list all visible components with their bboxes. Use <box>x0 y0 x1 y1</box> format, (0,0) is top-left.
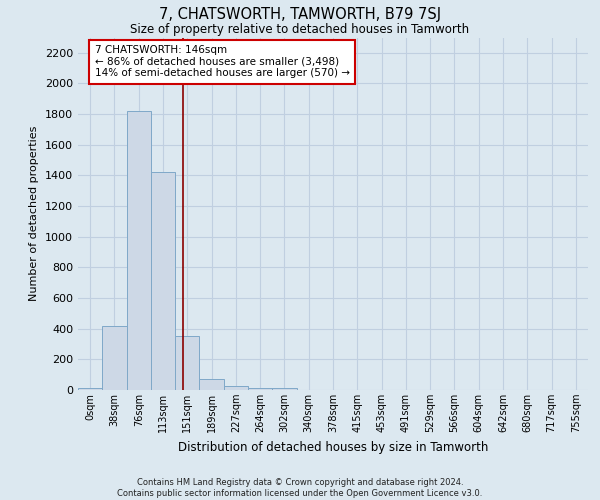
Y-axis label: Number of detached properties: Number of detached properties <box>29 126 40 302</box>
Text: 7 CHATSWORTH: 146sqm
← 86% of detached houses are smaller (3,498)
14% of semi-de: 7 CHATSWORTH: 146sqm ← 86% of detached h… <box>95 45 350 78</box>
X-axis label: Distribution of detached houses by size in Tamworth: Distribution of detached houses by size … <box>178 440 488 454</box>
Bar <box>151 172 175 390</box>
Bar <box>78 388 102 390</box>
Text: Size of property relative to detached houses in Tamworth: Size of property relative to detached ho… <box>130 22 470 36</box>
Bar <box>127 111 151 390</box>
Bar <box>102 326 127 390</box>
Bar <box>248 388 272 390</box>
Bar <box>272 388 296 390</box>
Bar <box>199 380 224 390</box>
Text: 7, CHATSWORTH, TAMWORTH, B79 7SJ: 7, CHATSWORTH, TAMWORTH, B79 7SJ <box>159 8 441 22</box>
Bar <box>224 386 248 390</box>
Text: Contains HM Land Registry data © Crown copyright and database right 2024.
Contai: Contains HM Land Registry data © Crown c… <box>118 478 482 498</box>
Bar <box>175 336 199 390</box>
